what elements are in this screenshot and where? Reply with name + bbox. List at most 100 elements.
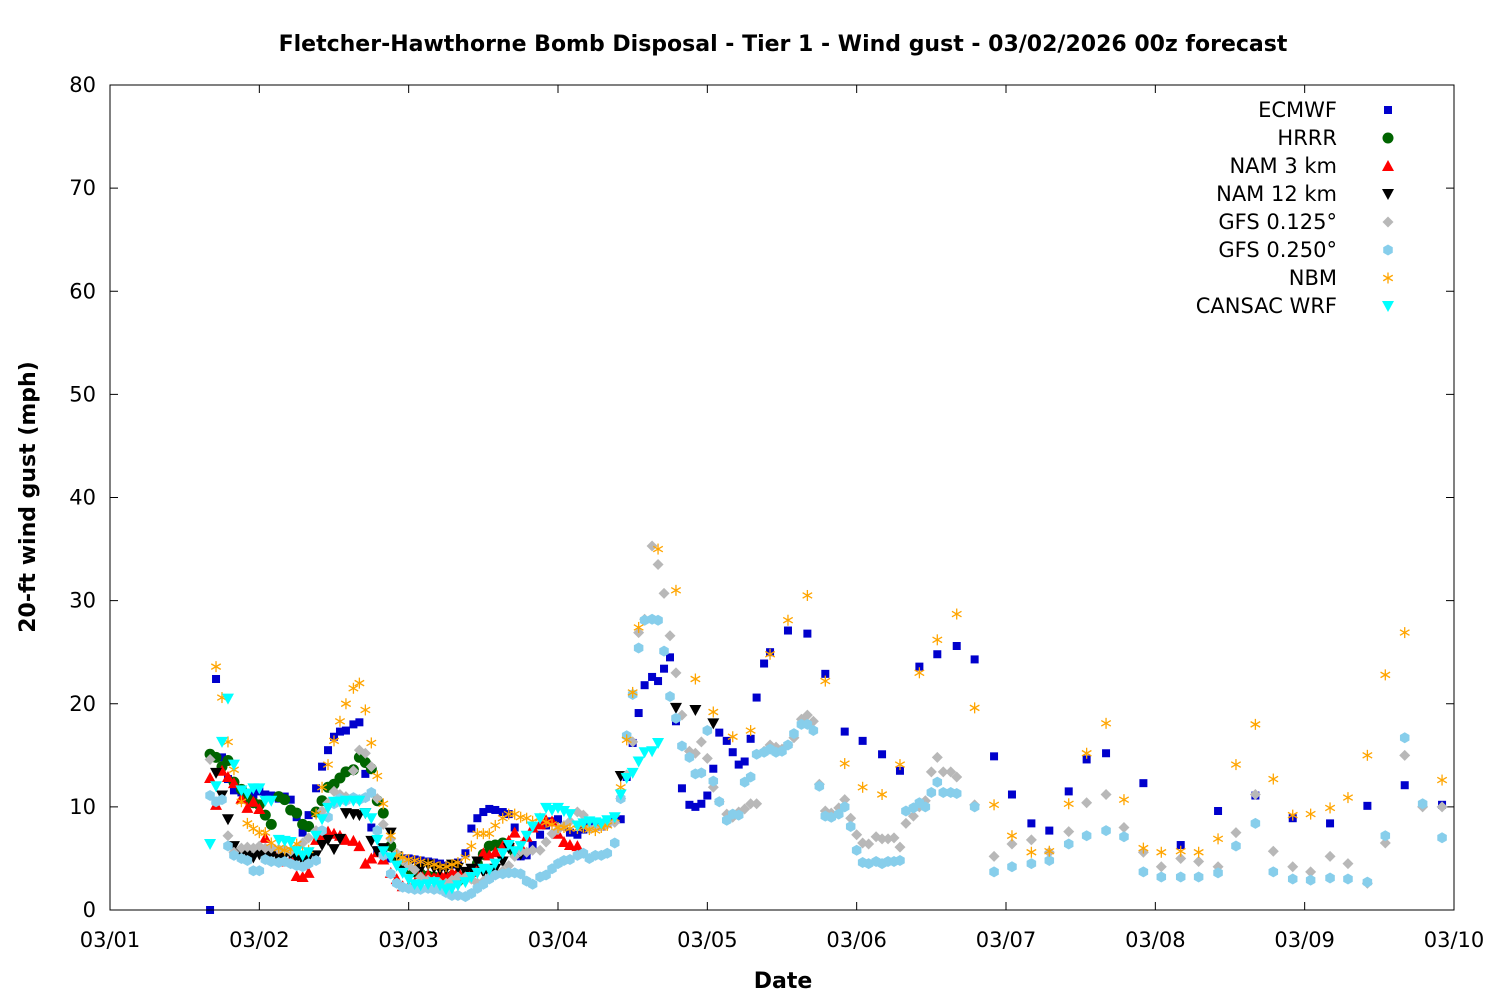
y-tick-label: 20 — [69, 692, 96, 716]
gfs-0-250-point — [527, 878, 538, 890]
gfs-0-250-point — [814, 780, 825, 792]
gfs-0-250-point — [217, 794, 227, 806]
nbm-point — [1081, 747, 1092, 759]
gfs-0-125-point — [359, 747, 371, 759]
cansac-wrf-point — [514, 841, 527, 853]
gfs-0-250-point — [802, 718, 813, 730]
gfs-0-250-point — [633, 642, 644, 654]
gfs-0-250-point — [938, 786, 949, 798]
cansac-wrf-point — [626, 767, 639, 779]
nam-3-km-point — [353, 840, 366, 852]
gfs-0-250-point — [1063, 838, 1074, 850]
gfs-0-125-point — [845, 812, 857, 824]
gfs-0-125-point — [839, 794, 851, 806]
gfs-0-250-point — [845, 820, 856, 832]
nbm-point — [460, 851, 471, 863]
gfs-0-125-point — [988, 850, 1000, 862]
gfs-0-250-point — [851, 844, 862, 856]
nam-12-km-point — [707, 718, 720, 730]
nam-3-km-point — [347, 834, 360, 846]
gfs-0-250-point — [1138, 866, 1149, 878]
legend-marker — [1382, 160, 1394, 171]
nbm-point — [690, 673, 701, 685]
nbm-point — [340, 698, 352, 710]
nam-12-km-point — [241, 848, 254, 860]
ecmwf-point — [229, 786, 238, 795]
gfs-0-250-point — [515, 868, 526, 880]
nbm-point — [260, 827, 271, 839]
x-tick-label: 03/01 — [80, 928, 141, 952]
gfs-0-250-point — [839, 801, 850, 813]
nam-12-km-point — [322, 834, 335, 846]
nbm-point — [316, 781, 328, 793]
cansac-wrf-point — [384, 852, 397, 864]
gfs-0-125-point — [851, 829, 863, 841]
gfs-0-250-point — [639, 614, 650, 626]
cansac-wrf-point — [508, 846, 521, 858]
ecmwf-point — [691, 802, 700, 811]
gfs-0-250-point — [242, 855, 253, 866]
y-tick-label: 40 — [69, 486, 96, 510]
nbm-point — [242, 817, 253, 829]
gfs-0-250-point — [833, 808, 844, 820]
cansac-wrf-point — [396, 867, 409, 879]
nbm-point — [1026, 846, 1037, 858]
gfs-0-250-point — [1231, 840, 1241, 852]
nbm-point — [440, 861, 452, 873]
ecmwf-point — [715, 728, 724, 737]
gfs-0-250-point — [1119, 831, 1129, 843]
ecmwf-point — [990, 752, 999, 761]
ecmwf-point — [677, 784, 686, 793]
gfs-0-250-point — [609, 837, 620, 849]
cansac-wrf-point — [652, 737, 665, 749]
legend-label: GFS 0.250° — [1218, 238, 1337, 262]
nbm-point — [328, 735, 340, 747]
ecmwf-point — [212, 675, 221, 683]
gfs-0-250-point — [665, 691, 675, 703]
ecmwf-point — [491, 805, 500, 814]
cansac-wrf-point — [302, 847, 315, 859]
gfs-0-250-point — [1380, 830, 1391, 842]
cansac-wrf-point — [459, 877, 472, 889]
legend-item-ecmwf: ECMWF — [1258, 98, 1392, 122]
gfs-0-250-point — [777, 745, 787, 757]
ecmwf-point — [479, 808, 488, 817]
ecmwf-point — [1007, 790, 1016, 799]
gfs-0-125-point — [527, 844, 539, 856]
nam-12-km-point — [265, 850, 278, 862]
ecmwf-point — [703, 791, 712, 800]
legend-label: CANSAC WRF — [1196, 294, 1337, 318]
ecmwf-point — [685, 800, 694, 809]
cansac-wrf-point — [646, 746, 659, 758]
gfs-0-125-point — [1155, 861, 1167, 873]
ecmwf-point — [485, 804, 494, 813]
nam-3-km-point — [489, 846, 502, 858]
legend-item-cansac-wrf: CANSAC WRF — [1196, 294, 1394, 318]
nam-3-km-point — [359, 857, 372, 869]
nbm-point — [397, 851, 408, 863]
nbm-point — [354, 677, 365, 689]
nam-12-km-point — [247, 852, 260, 864]
ecmwf-point — [783, 626, 792, 635]
ecmwf-point — [970, 655, 979, 664]
nbm-point — [360, 704, 371, 716]
cansac-wrf-point — [377, 846, 390, 858]
plot-frame — [109, 84, 1455, 911]
gfs-0-250-point — [1044, 855, 1055, 866]
cansac-wrf-point — [284, 836, 297, 848]
gfs-0-250-point — [1417, 798, 1428, 810]
gfs-0-125-point — [925, 766, 937, 778]
gfs-0-125-point — [1342, 858, 1354, 870]
nam-12-km-point — [328, 844, 340, 856]
cansac-wrf-point — [601, 815, 614, 827]
nbm-point — [372, 770, 383, 782]
gfs-0-250-point — [385, 868, 396, 880]
nbm-point — [652, 543, 664, 555]
cansac-wrf-point — [322, 802, 335, 814]
nbm-point — [452, 857, 464, 869]
x-tick-label: 03/05 — [677, 928, 738, 952]
gfs-0-250-point — [1007, 861, 1017, 873]
gfs-0-125-point — [1118, 822, 1130, 833]
ecmwf-point — [752, 693, 761, 702]
